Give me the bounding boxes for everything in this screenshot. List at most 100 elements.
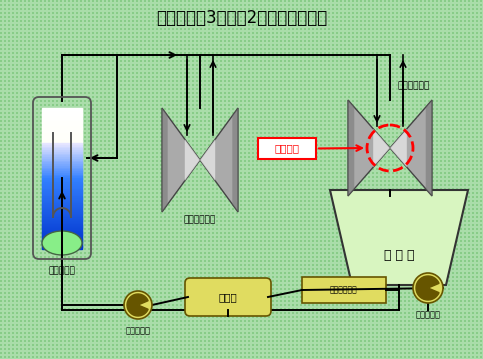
Bar [60, 124, 62, 126]
Bar [32, 308, 34, 310]
Bar [360, 96, 362, 98]
Bar [4, 232, 6, 234]
Bar [416, 296, 418, 298]
Bar [384, 136, 386, 138]
Bar [92, 24, 94, 26]
Bar [296, 144, 298, 146]
Bar [168, 136, 170, 138]
Bar [480, 144, 482, 146]
Bar [92, 156, 94, 158]
Bar [8, 0, 10, 2]
Bar [72, 36, 74, 38]
Bar [404, 184, 406, 186]
Bar [420, 248, 422, 250]
Bar [0, 136, 2, 138]
Bar [56, 220, 58, 222]
Bar [420, 52, 422, 54]
Bar [340, 348, 342, 350]
Bar [268, 4, 270, 6]
Bar [204, 124, 206, 126]
Bar [168, 80, 170, 82]
Bar [388, 332, 390, 334]
Bar [140, 136, 142, 138]
Bar [232, 28, 234, 30]
Bar [360, 56, 362, 58]
Bar [252, 20, 254, 22]
Bar [168, 60, 170, 62]
Bar [36, 108, 38, 110]
Bar [168, 40, 170, 42]
Bar [460, 236, 462, 238]
Bar [416, 172, 418, 174]
Bar [16, 164, 18, 166]
Bar [300, 124, 302, 126]
Bar [252, 332, 254, 334]
Bar [344, 344, 346, 346]
Bar [192, 312, 194, 314]
Bar [248, 272, 250, 274]
Bar [472, 272, 474, 274]
Bar [316, 168, 318, 170]
Bar [36, 332, 38, 334]
Bar [16, 292, 18, 294]
Bar [42, 176, 82, 178]
Bar [408, 128, 410, 130]
Bar [304, 96, 306, 98]
Bar [384, 276, 386, 278]
Bar [436, 48, 438, 50]
Bar [60, 268, 62, 270]
Bar [168, 56, 170, 58]
Bar [480, 352, 482, 354]
Bar [212, 156, 214, 158]
Bar [104, 268, 106, 270]
Bar [404, 208, 406, 210]
Bar [204, 220, 206, 222]
Bar [148, 256, 150, 258]
Bar [88, 232, 90, 234]
Bar [0, 204, 2, 206]
Bar [20, 296, 22, 298]
Bar [52, 316, 54, 318]
Bar [168, 324, 170, 326]
Bar [296, 88, 298, 90]
Bar [420, 288, 422, 290]
Bar [4, 256, 6, 258]
Bar [80, 248, 82, 250]
Bar [464, 168, 466, 170]
Bar [464, 128, 466, 130]
Bar [344, 352, 346, 354]
Bar [124, 236, 126, 238]
Bar [304, 208, 306, 210]
Bar [444, 248, 446, 250]
Bar [260, 188, 262, 190]
Bar [456, 12, 458, 14]
Bar [292, 280, 294, 282]
Bar [292, 244, 294, 246]
Bar [268, 40, 270, 42]
Bar [248, 52, 250, 54]
Bar [144, 8, 146, 10]
Bar [116, 152, 118, 154]
Bar [280, 88, 282, 90]
Bar [28, 324, 30, 326]
Bar [288, 0, 290, 2]
Bar [12, 80, 14, 82]
Bar [48, 60, 50, 62]
Bar [436, 32, 438, 34]
Bar [432, 144, 434, 146]
Bar [168, 164, 170, 166]
Bar [76, 216, 78, 218]
Bar [0, 244, 2, 246]
Bar [12, 4, 14, 6]
Bar [328, 300, 330, 302]
Bar [100, 248, 102, 250]
Bar [476, 168, 478, 170]
Bar [72, 144, 74, 146]
Bar [104, 56, 106, 58]
Bar [36, 324, 38, 326]
Bar [332, 264, 334, 266]
Bar [200, 324, 202, 326]
Bar [68, 220, 70, 222]
Bar [144, 4, 146, 6]
Bar [112, 28, 114, 30]
